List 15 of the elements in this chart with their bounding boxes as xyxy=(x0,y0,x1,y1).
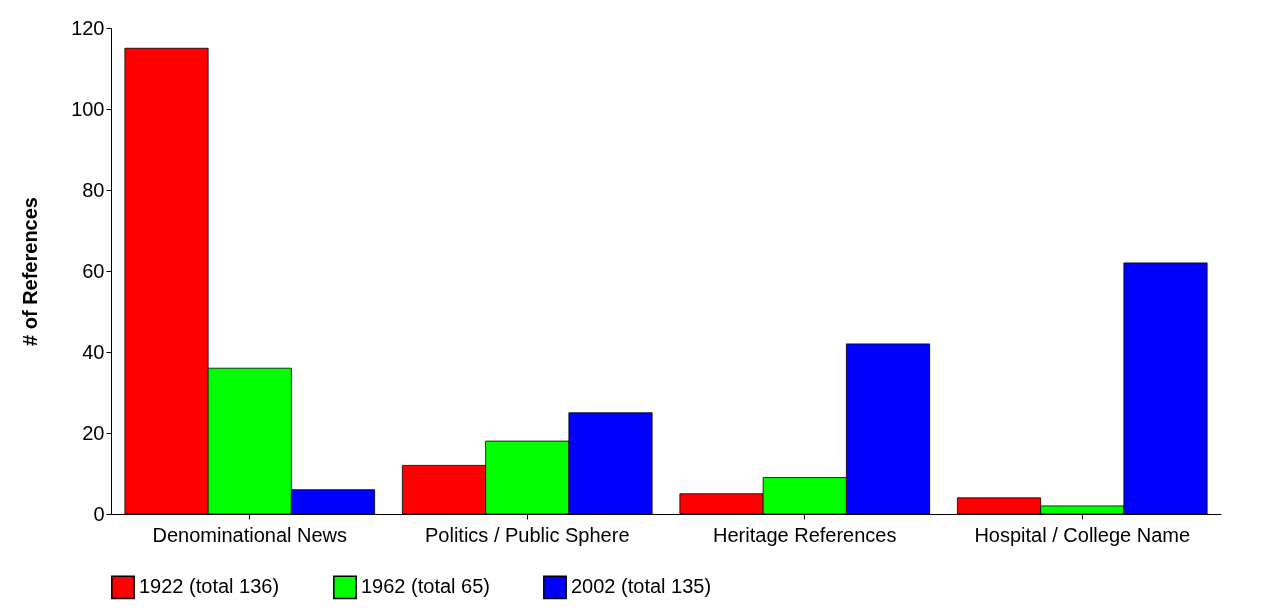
x-tick-label: Politics / Public Sphere xyxy=(424,523,630,546)
y-tick-label: 0 xyxy=(93,502,105,525)
x-tick-label: Heritage References xyxy=(713,523,897,546)
x-tick-label: Denominational News xyxy=(152,523,348,546)
y-tick-label: 20 xyxy=(82,421,105,444)
y-tick-label: 100 xyxy=(71,97,105,120)
y-axis-title: # of References xyxy=(19,197,42,346)
y-tick-label: 40 xyxy=(82,340,105,363)
y-tick-label: 60 xyxy=(82,259,105,282)
legend-label: 2002 (total 135) xyxy=(571,575,712,598)
legend-label: 1962 (total 65) xyxy=(361,575,490,598)
legend-label: 1922 (total 136) xyxy=(139,575,280,598)
x-tick-label: Hospital / College Name xyxy=(974,523,1191,546)
y-tick-label: 120 xyxy=(71,16,105,39)
y-tick-label: 80 xyxy=(82,178,105,201)
